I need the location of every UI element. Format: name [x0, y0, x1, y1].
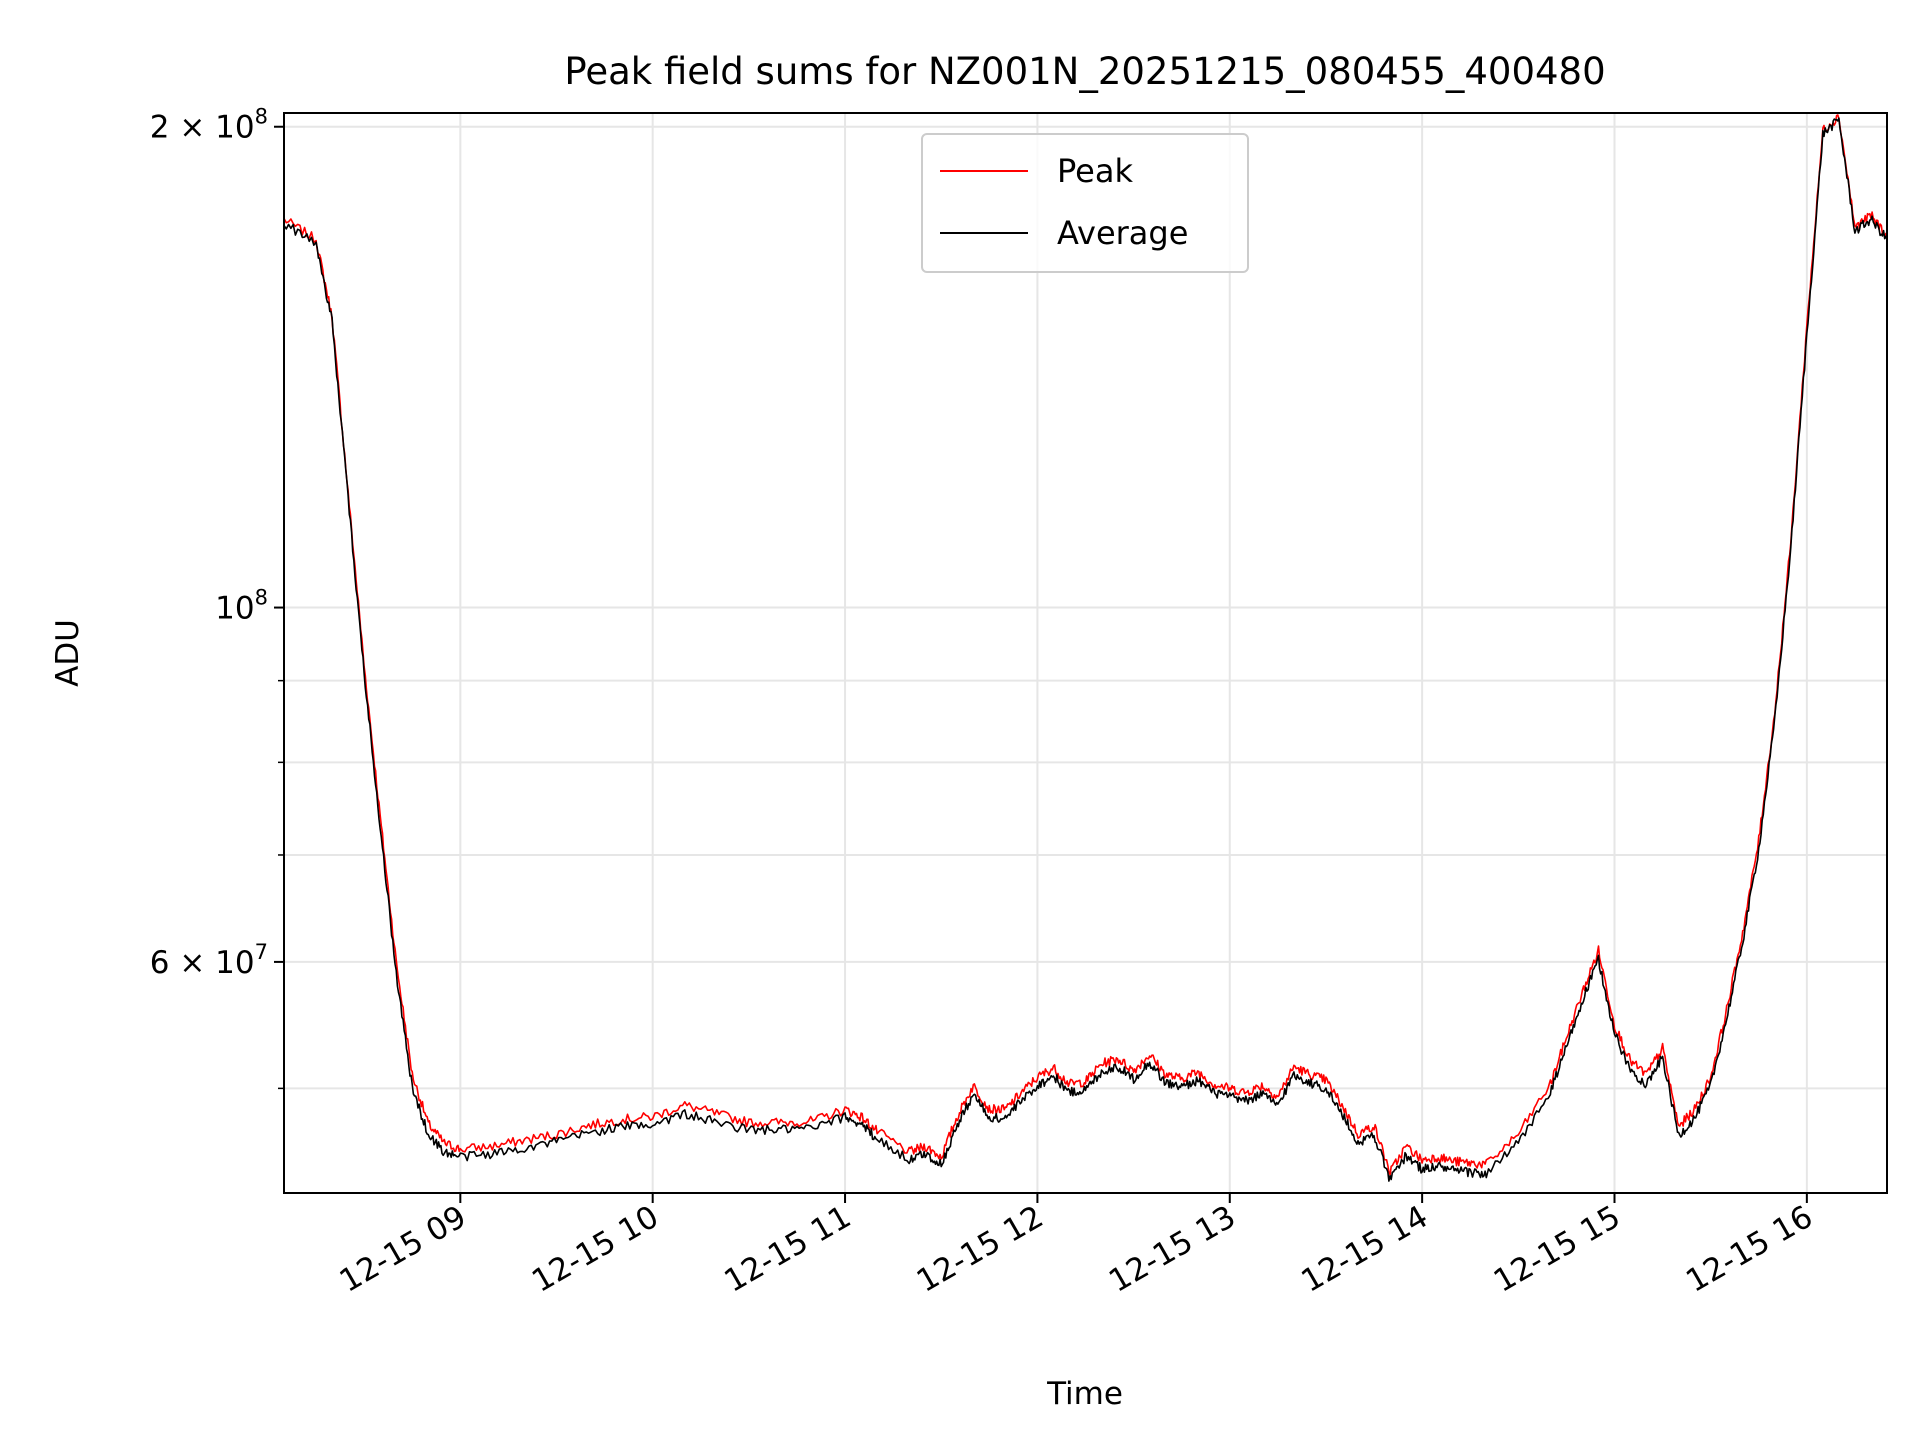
y-tick-label: 6 × 107 — [150, 940, 268, 981]
series-line-average — [284, 117, 1887, 1182]
legend-box — [921, 133, 1249, 273]
legend-label-peak: Peak — [1057, 152, 1133, 190]
series-line-peak — [284, 114, 1887, 1176]
legend-label-average: Average — [1057, 214, 1188, 252]
x-axis-label: Time — [1046, 1376, 1123, 1412]
y-tick-label: 2 × 108 — [150, 105, 268, 146]
plot-frame — [283, 112, 1888, 1194]
legend: Peak Average — [921, 133, 1249, 273]
y-axis-label: ADU — [50, 619, 86, 687]
series-layer — [284, 114, 1887, 1182]
chart-title: Peak field sums for NZ001N_20251215_0804… — [564, 50, 1605, 93]
grid-lines — [284, 113, 1887, 1193]
